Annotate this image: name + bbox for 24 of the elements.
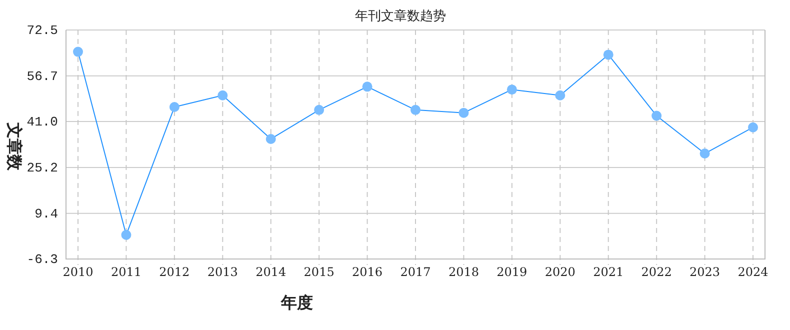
x-tick-label: 2022 bbox=[641, 265, 672, 279]
chart-title: 年刊文章数趋势 bbox=[355, 9, 446, 24]
y-tick-label: 41.0 bbox=[26, 114, 58, 130]
x-tick-label: 2019 bbox=[496, 265, 528, 279]
x-tick-label: 2014 bbox=[256, 265, 286, 279]
x-tick-label: 2010 bbox=[62, 265, 94, 279]
x-tick-label: 2012 bbox=[159, 265, 190, 279]
y-axis-title: 文章数 bbox=[5, 122, 24, 172]
x-tick-label: 2018 bbox=[448, 265, 479, 279]
x-tick-label: 2021 bbox=[593, 265, 624, 279]
x-tick-label: 2024 bbox=[738, 265, 769, 279]
x-tick-label: 2011 bbox=[110, 265, 142, 279]
x-tick-label: 2016 bbox=[352, 265, 383, 279]
x-tick-label: 2020 bbox=[544, 265, 576, 279]
y-tick-label: 25.2 bbox=[26, 160, 58, 176]
x-tick-label: 2013 bbox=[207, 265, 238, 279]
x-tick-label: 2017 bbox=[400, 265, 431, 279]
y-tick-label: 56.7 bbox=[26, 68, 58, 84]
x-tick-label: 2023 bbox=[690, 265, 720, 279]
x-axis-title: 年度 bbox=[280, 293, 313, 312]
y-tick-label: 9.4 bbox=[34, 206, 58, 222]
y-tick-label: 72.5 bbox=[26, 23, 58, 38]
y-tick-label: -6.3 bbox=[26, 252, 58, 267]
x-tick-label: 2015 bbox=[304, 265, 334, 279]
